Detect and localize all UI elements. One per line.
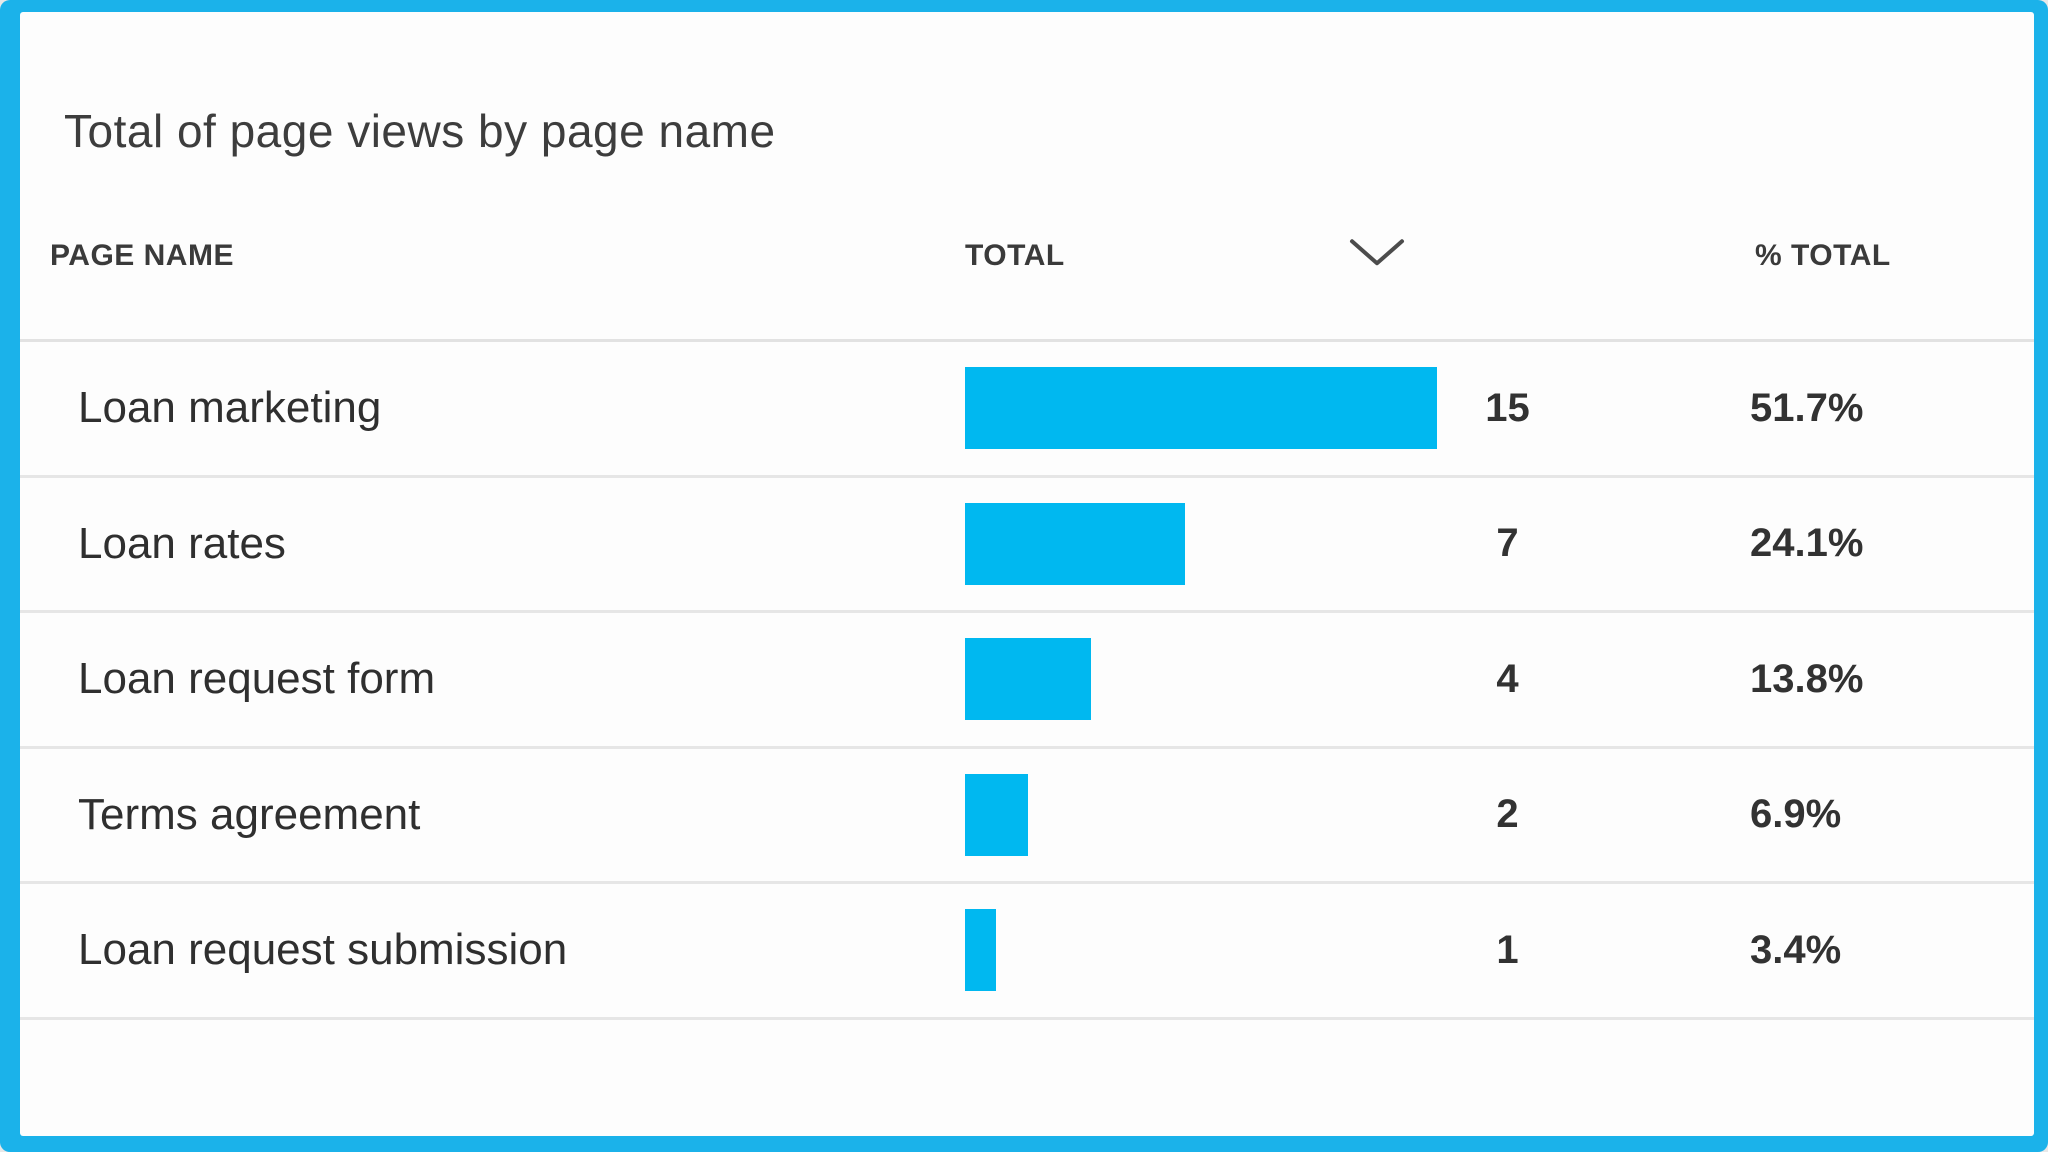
visual-card: Total of page views by page name PAGE NA… <box>20 12 2034 1136</box>
pct-total-cell: 51.7% <box>1750 385 1864 430</box>
total-cell: 7 <box>1496 521 1519 566</box>
total-cell: 4 <box>1496 656 1519 701</box>
page-name-cell: Loan rates <box>78 518 286 568</box>
data-bar <box>965 502 1186 585</box>
pct-total-cell: 24.1% <box>1750 521 1864 566</box>
pct-total-cell: 13.8% <box>1750 656 1864 701</box>
table-row[interactable]: Loan marketing 15 51.7% <box>20 342 2034 478</box>
data-bar <box>965 909 997 992</box>
table-row[interactable]: Loan request submission 1 3.4% <box>20 884 2034 1020</box>
visual-title-zone: Total of page views by page name <box>20 12 2034 172</box>
data-bar <box>965 638 1091 721</box>
table-row[interactable]: Loan request form 4 13.8% <box>20 613 2034 749</box>
visual-title: Total of page views by page name <box>64 105 776 157</box>
column-header-pct-total[interactable]: % TOTAL <box>1755 238 1891 272</box>
sort-descending-chevron-icon[interactable] <box>1347 236 1407 270</box>
column-header-total[interactable]: TOTAL <box>965 238 1065 272</box>
page-name-cell: Loan request submission <box>78 925 568 975</box>
total-cell: 2 <box>1496 792 1519 837</box>
header-divider <box>20 339 2034 342</box>
table-header-row: PAGE NAME TOTAL % TOTAL <box>20 172 2034 339</box>
table-row[interactable]: Loan rates 7 24.1% <box>20 478 2034 613</box>
data-bar <box>965 773 1028 856</box>
total-cell: 15 <box>1485 385 1530 430</box>
table-row[interactable]: Terms agreement 2 6.9% <box>20 749 2034 884</box>
bottom-whitespace <box>20 1020 2034 1120</box>
page-name-cell: Loan request form <box>78 654 436 704</box>
data-bar <box>965 367 1437 450</box>
total-cell: 1 <box>1496 927 1519 972</box>
column-header-page-name[interactable]: PAGE NAME <box>50 238 234 272</box>
pct-total-cell: 3.4% <box>1750 927 1842 972</box>
page-name-cell: Loan marketing <box>78 383 382 433</box>
pct-total-cell: 6.9% <box>1750 792 1842 837</box>
page-name-cell: Terms agreement <box>78 789 421 839</box>
